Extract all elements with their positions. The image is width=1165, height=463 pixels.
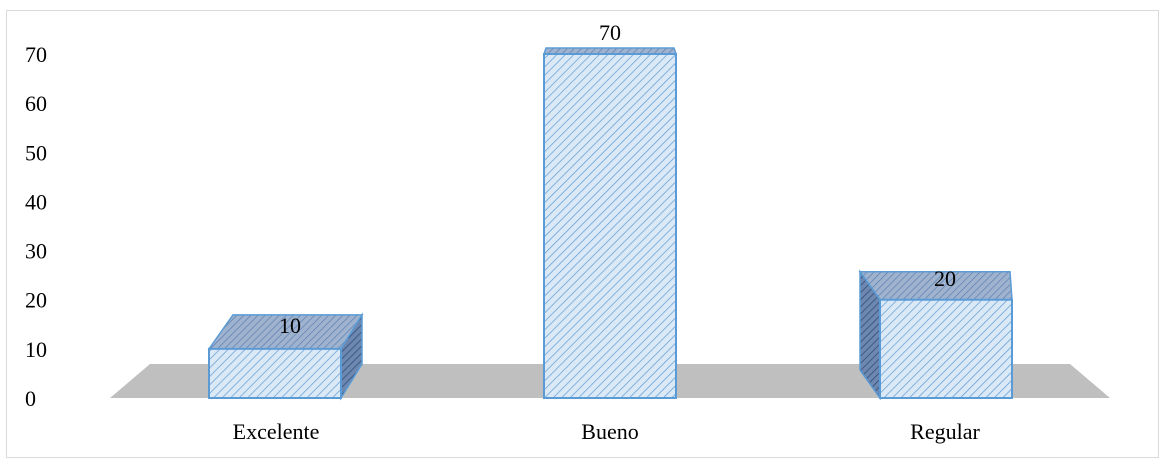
y-tick-label: 40 (25, 189, 47, 214)
category-label: Excelente (233, 419, 320, 444)
y-tick-label: 70 (25, 42, 47, 67)
data-labels: 10 70 20 (279, 20, 956, 338)
y-tick-label: 50 (25, 140, 47, 165)
bar-bueno (542, 47, 678, 399)
bar-front-face (879, 298, 1013, 400)
category-label: Regular (910, 419, 980, 444)
category-label: Bueno (581, 419, 638, 444)
y-tick-label: 0 (25, 386, 36, 411)
y-axis-tick-labels: 0 10 20 30 40 50 60 70 (25, 42, 47, 411)
bar-regular (858, 269, 1013, 401)
data-label: 70 (599, 20, 621, 45)
y-tick-label: 60 (25, 91, 47, 116)
bar-excelente (207, 312, 364, 401)
data-label: 10 (279, 313, 301, 338)
bars (207, 47, 1013, 401)
data-label: 20 (934, 266, 956, 291)
y-tick-label: 10 (25, 337, 47, 362)
bar-front-face (543, 53, 677, 399)
y-tick-label: 30 (25, 239, 47, 264)
x-axis-category-labels: Excelente Bueno Regular (233, 419, 981, 444)
y-tick-label: 20 (25, 288, 47, 313)
bar-front-face (208, 347, 342, 400)
